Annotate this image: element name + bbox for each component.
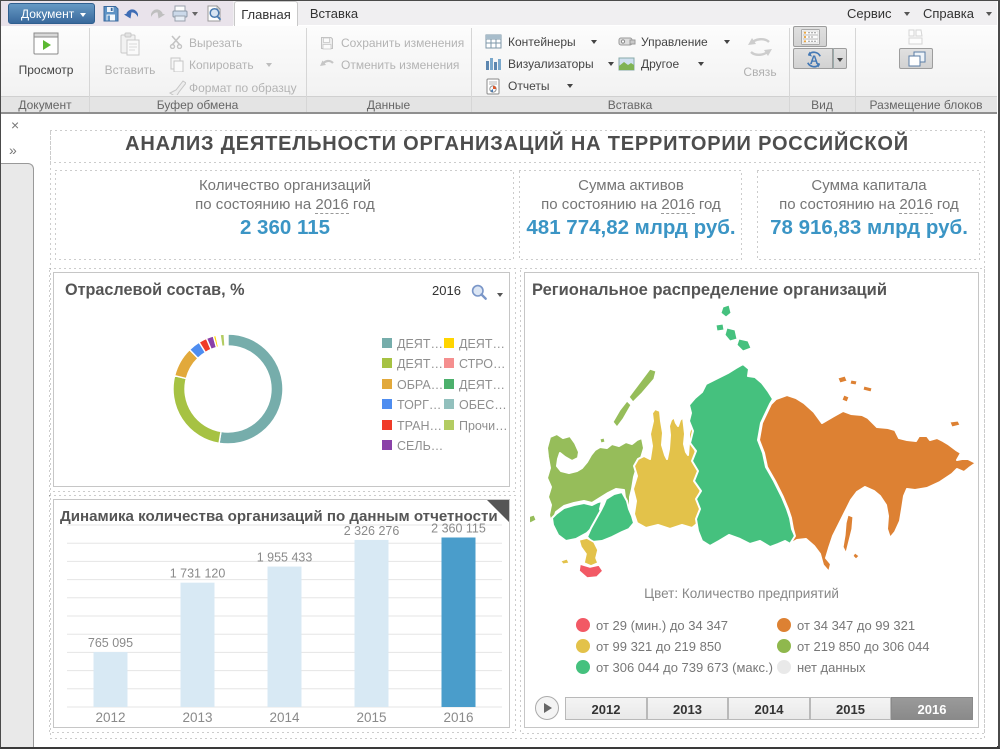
svg-text:A: A (810, 53, 819, 67)
svg-text:2015: 2015 (356, 710, 386, 725)
svg-text:2016: 2016 (443, 710, 473, 725)
svg-text:2012: 2012 (95, 710, 125, 725)
svg-text:1 955 433: 1 955 433 (257, 551, 313, 565)
svg-text:2 326 276: 2 326 276 (344, 524, 400, 538)
svg-text:765 095: 765 095 (88, 636, 133, 650)
svg-text:2 360 115: 2 360 115 (431, 522, 486, 536)
svg-text:1 731 120: 1 731 120 (170, 567, 226, 581)
svg-text:2014: 2014 (269, 710, 300, 725)
svg-text:2013: 2013 (182, 710, 212, 725)
